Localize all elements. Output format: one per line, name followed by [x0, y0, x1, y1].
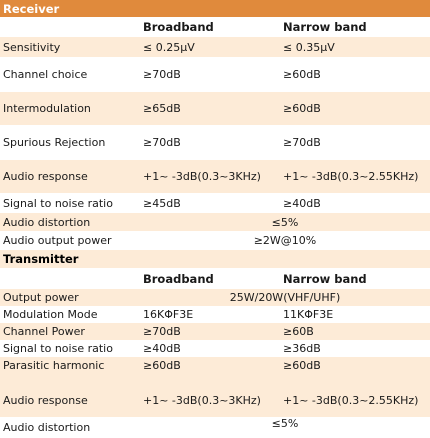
transmitter-col-broadband: Broadband	[143, 271, 214, 286]
row-broadband: ≥70dB	[143, 68, 181, 81]
transmitter-row-parasitic-harmonic: Parasitic harmonic ≥60dB ≥60dB	[0, 357, 430, 384]
transmitter-row-output-power: Output power 25W/20W(VHF/UHF)	[0, 289, 430, 306]
row-label: Channel Power	[3, 325, 85, 338]
receiver-row-intermodulation: Intermodulation ≥65dB ≥60dB	[0, 92, 430, 125]
transmitter-row-channel-power: Channel Power ≥70dB ≥60B	[0, 323, 430, 340]
row-value: ≥2W@10%	[253, 234, 317, 247]
row-broadband: 16KΦF3E	[143, 308, 194, 321]
row-label: Audio distortion	[3, 215, 91, 229]
row-narrowband: ≥60dB	[283, 68, 321, 81]
row-label: Spurious Rejection	[3, 136, 106, 149]
row-narrowband: ≥60dB	[283, 359, 321, 372]
transmitter-column-headers: Broadband Narrow band	[0, 268, 430, 289]
row-label: Parasitic harmonic	[3, 359, 105, 372]
transmitter-row-modulation-mode: Modulation Mode 16KΦF3E 11KΦF3E	[0, 306, 430, 323]
transmitter-row-audio-response: Audio response +1~ -3dB(0.3~3KHz) +1~ -3…	[0, 384, 430, 417]
receiver-row-spurious-rejection: Spurious Rejection ≥70dB ≥70dB	[0, 125, 430, 160]
row-narrowband: ≥60dB	[283, 102, 321, 115]
row-label: Intermodulation	[3, 102, 91, 115]
transmitter-row-audio-distortion: Audio distortion ≤5%	[0, 417, 430, 438]
receiver-column-headers: Broadband Narrow band	[0, 17, 430, 37]
row-label: Audio output power	[3, 234, 112, 247]
row-narrowband: ≥70dB	[283, 136, 321, 149]
row-label: Audio response	[3, 170, 88, 183]
receiver-col-narrowband: Narrow band	[283, 20, 367, 34]
row-value: 25W/20W(VHF/UHF)	[229, 291, 341, 304]
row-broadband: ≤ 0.25μV	[143, 40, 195, 54]
row-narrowband: ≤ 0.35μV	[283, 40, 335, 54]
receiver-row-audio-distortion: Audio distortion ≤5%	[0, 213, 430, 231]
row-label: Signal to noise ratio	[3, 342, 113, 355]
receiver-title: Receiver	[3, 1, 60, 16]
row-label: Audio distortion	[3, 421, 91, 434]
row-narrowband: +1~ -3dB(0.3~2.55KHz)	[283, 170, 419, 183]
row-narrowband: ≥40dB	[283, 196, 321, 210]
row-label: Signal to noise ratio	[3, 196, 113, 210]
receiver-row-audio-output-power: Audio output power ≥2W@10%	[0, 231, 430, 250]
transmitter-header: Transmitter	[0, 250, 430, 268]
transmitter-col-narrowband: Narrow band	[283, 271, 367, 286]
receiver-row-audio-response: Audio response +1~ -3dB(0.3~3KHz) +1~ -3…	[0, 160, 430, 193]
row-label: Channel choice	[3, 68, 88, 81]
row-broadband: ≥65dB	[143, 102, 181, 115]
row-label: Audio response	[3, 394, 88, 407]
receiver-col-broadband: Broadband	[143, 20, 214, 34]
row-value: ≤5%	[271, 417, 299, 430]
receiver-row-sensitivity: Sensitivity ≤ 0.25μV ≤ 0.35μV	[0, 37, 430, 57]
transmitter-row-signal-noise: Signal to noise ratio ≥40dB ≥36dB	[0, 340, 430, 357]
row-label: Output power	[3, 291, 79, 304]
row-broadband: +1~ -3dB(0.3~3KHz)	[143, 170, 261, 183]
row-value: ≤5%	[271, 215, 299, 229]
transmitter-title: Transmitter	[3, 252, 79, 266]
row-narrowband: ≥60B	[283, 325, 314, 338]
row-broadband: ≥40dB	[143, 342, 181, 355]
row-broadband: ≥60dB	[143, 359, 181, 372]
row-narrowband: +1~ -3dB(0.3~2.55KHz)	[283, 394, 419, 407]
receiver-row-signal-noise: Signal to noise ratio ≥45dB ≥40dB	[0, 193, 430, 213]
row-broadband: ≥45dB	[143, 196, 181, 210]
row-broadband: ≥70dB	[143, 325, 181, 338]
receiver-header: Receiver	[0, 0, 430, 17]
row-broadband: ≥70dB	[143, 136, 181, 149]
receiver-row-channel-choice: Channel choice ≥70dB ≥60dB	[0, 57, 430, 92]
row-label: Modulation Mode	[3, 308, 98, 321]
row-narrowband: 11KΦF3E	[283, 308, 334, 321]
row-label: Sensitivity	[3, 40, 61, 54]
row-broadband: +1~ -3dB(0.3~3KHz)	[143, 394, 261, 407]
row-narrowband: ≥36dB	[283, 342, 321, 355]
